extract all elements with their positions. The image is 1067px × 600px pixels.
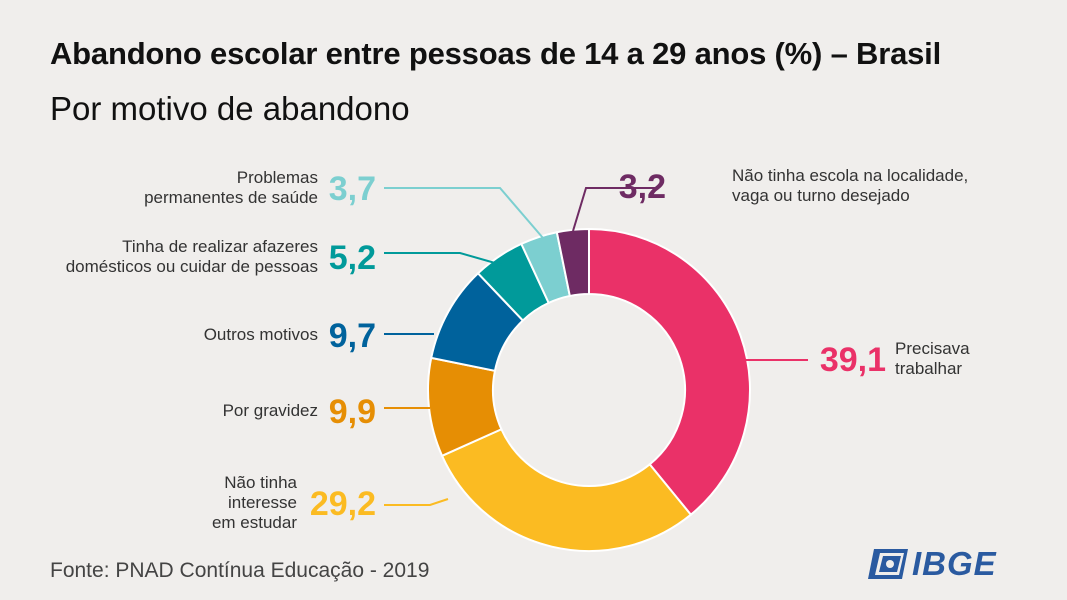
source-note: Fonte: PNAD Contínua Educação - 2019 — [50, 559, 430, 582]
value-label-tinha-de-realizar-afazeres-domesticos-ou-cuidar-de-pessoas: 5,2 — [329, 239, 376, 277]
chart-subtitle: Por motivo de abandono — [50, 90, 410, 127]
leader-lines — [384, 187, 808, 506]
value-label-por-gravidez: 9,9 — [329, 393, 376, 431]
category-label-nao-tinha-interesse-em-estudar: Não tinha interesse em estudar — [212, 473, 298, 532]
leader-problemas-permanentes-de-saude — [384, 187, 544, 239]
leader-nao-tinha-escola-na-localidade-vaga-ou-turno-desejado — [572, 187, 658, 232]
value-label-precisava-trabalhar: 39,1 — [820, 341, 886, 379]
value-label-problemas-permanentes-de-saude: 3,7 — [329, 170, 376, 208]
value-label-outros-motivos: 9,7 — [329, 317, 376, 355]
value-label-nao-tinha-interesse-em-estudar: 29,2 — [310, 485, 376, 523]
category-label-por-gravidez: Por gravidez — [223, 401, 318, 420]
value-label-nao-tinha-escola-na-localidade-vaga-ou-turno-desejado: 3,2 — [619, 168, 666, 206]
category-label-nao-tinha-escola-na-localidade-vaga-ou-turno-desejado: Não tinha escola na localidade, vaga ou t… — [732, 166, 968, 205]
category-label-problemas-permanentes-de-saude: Problemas permanentes de saúde — [144, 168, 318, 207]
leader-nao-tinha-interesse-em-estudar — [384, 498, 449, 506]
slice-nao-tinha-escola-na-localidade-vaga-ou-turno-desejado — [555, 227, 590, 298]
ibge-logo: IBGE — [868, 546, 1028, 582]
slice-labels: 39,1 Precisava trabalhar 29,2 Não tinha inter… — [66, 166, 970, 532]
category-label-outros-motivos: Outros motivos — [204, 325, 318, 344]
leader-tinha-de-realizar-afazeres-domesticos-ou-cuidar-de-pessoas — [384, 252, 503, 266]
chart-title: Abandono escolar entre pessoas de 14 a 2… — [50, 36, 941, 71]
slice-nao-tinha-interesse-em-estudar — [440, 427, 693, 552]
ibge-emblem-icon — [868, 549, 908, 579]
donut-slices — [427, 227, 751, 552]
slice-precisava-trabalhar — [588, 227, 751, 517]
category-label-tinha-de-realizar-afazeres-domesticos-ou-cuidar-de-pessoas: Tinha de realizar afazeres domésticos ou … — [66, 237, 318, 276]
category-label-precisava-trabalhar: Precisava trabalhar — [895, 339, 970, 378]
ibge-logo-text: IBGE — [912, 545, 997, 582]
